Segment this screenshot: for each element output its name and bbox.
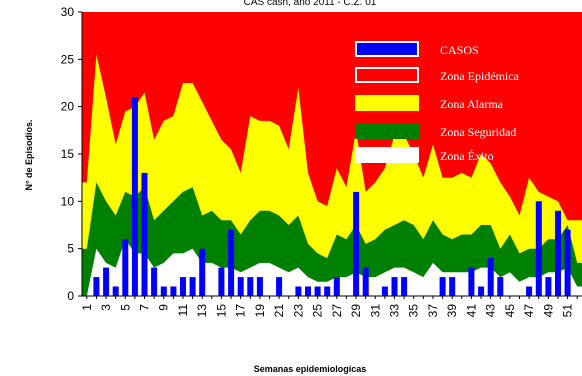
bar-week-25 xyxy=(314,286,321,296)
x-tick-label: 41 xyxy=(464,304,478,318)
area-zona-éxito xyxy=(82,239,582,296)
x-tick-label: 11 xyxy=(176,304,190,317)
bar-week-42 xyxy=(478,286,485,296)
x-tick-label: 35 xyxy=(407,304,421,318)
x-tick-label: 37 xyxy=(426,304,440,318)
bar-week-16 xyxy=(228,229,235,296)
bar-week-2 xyxy=(93,277,100,296)
legend-swatch-casos xyxy=(355,41,419,57)
x-tick-label: 49 xyxy=(541,304,555,318)
bar-week-48 xyxy=(535,201,542,296)
x-tick-label: 7 xyxy=(138,304,152,311)
bar-week-39 xyxy=(449,277,456,296)
plot-area xyxy=(82,12,582,296)
legend-label-zona-seguridad: Zona Seguridad xyxy=(440,125,516,139)
legend-swatch-zona-seguridad xyxy=(355,123,419,139)
y-tick-label: 15 xyxy=(61,147,75,161)
x-tick-label: 43 xyxy=(484,304,498,318)
bar-week-9 xyxy=(160,286,167,296)
y-tick-label: 5 xyxy=(67,242,74,256)
x-tick-label: 29 xyxy=(349,304,363,318)
bar-week-18 xyxy=(247,277,254,296)
x-tick-label: 13 xyxy=(195,304,209,318)
bar-week-10 xyxy=(170,286,177,296)
x-tick-label: 15 xyxy=(214,304,228,318)
x-tick-label: 31 xyxy=(368,304,382,318)
bar-week-7 xyxy=(141,172,148,296)
bar-week-11 xyxy=(180,277,186,296)
legend: CASOS Zona Epidémica Zona Alarma Zona Segur… xyxy=(355,41,520,163)
bar-week-6 xyxy=(131,97,138,296)
x-tick-label: 47 xyxy=(522,304,536,318)
bar-week-4 xyxy=(112,286,119,296)
bar-week-12 xyxy=(189,277,196,296)
bar-week-3 xyxy=(103,267,110,296)
bar-week-13 xyxy=(199,248,206,296)
x-axis: 1 3 5 7 9 11 13 15 17 19 21 23 25 27 29 31 33 35 37 39 41 43 4… xyxy=(80,295,582,318)
bar-week-17 xyxy=(237,277,244,296)
bar-week-24 xyxy=(305,286,311,296)
bar-week-23 xyxy=(295,286,302,296)
bar-week-8 xyxy=(151,267,158,296)
bar-week-49 xyxy=(545,277,552,296)
y-tick-label: 20 xyxy=(61,100,75,114)
y-tick-label: 30 xyxy=(61,5,75,19)
bar-week-27 xyxy=(333,277,340,296)
x-tick-label: 9 xyxy=(157,304,171,311)
y-tick-label: 25 xyxy=(61,52,75,66)
x-tick-label: 1 xyxy=(80,304,94,311)
bar-week-15 xyxy=(218,267,225,296)
x-tick-label: 51 xyxy=(561,304,575,318)
legend-label-zona-alarma: Zona Alarma xyxy=(440,97,504,111)
chart-title: CAS сasn, año 2011 - C.Z. 01 xyxy=(244,0,377,8)
bar-week-21 xyxy=(276,277,283,296)
bar-week-32 xyxy=(381,286,388,296)
bar-week-30 xyxy=(362,267,369,296)
legend-label-zona-éxito: Zona Éxito xyxy=(440,149,494,163)
legend-swatch-zona-alarma xyxy=(355,95,419,111)
x-tick-label: 21 xyxy=(272,304,286,318)
bar-week-50 xyxy=(555,210,561,296)
legend-swatch-zona-éxito xyxy=(355,147,419,163)
bar-week-41 xyxy=(468,267,475,296)
legend-swatch-zona-epidémica xyxy=(355,67,419,83)
x-tick-label: 45 xyxy=(503,304,517,318)
x-tick-label: 33 xyxy=(388,304,402,318)
bar-week-38 xyxy=(439,277,446,296)
x-tick-label: 27 xyxy=(330,304,344,318)
y-tick-label: 10 xyxy=(61,194,75,208)
y-tick-label: 0 xyxy=(67,289,74,303)
bar-week-47 xyxy=(526,286,533,296)
bar-week-34 xyxy=(401,277,408,296)
legend-label-zona-epidémica: Zona Epidémica xyxy=(440,69,520,83)
bar-week-19 xyxy=(256,277,263,296)
bar-week-5 xyxy=(122,239,129,296)
legend-label-casos: CASOS xyxy=(440,43,479,57)
x-axis-label: Semanas epidemiologicas xyxy=(254,364,367,374)
bar-week-44 xyxy=(497,277,504,296)
x-tick-label: 5 xyxy=(118,304,132,311)
x-tick-label: 19 xyxy=(253,304,267,318)
bar-week-51 xyxy=(564,229,571,296)
x-tick-label: 25 xyxy=(311,304,325,318)
x-tick-label: 3 xyxy=(99,304,113,311)
bar-week-43 xyxy=(487,258,494,296)
x-tick-label: 23 xyxy=(291,304,305,318)
x-tick-label: 39 xyxy=(445,304,459,318)
y-axis: 0 5 10 15 20 25 30 xyxy=(61,5,83,303)
x-tick-label: 17 xyxy=(234,304,248,318)
bar-week-29 xyxy=(353,191,360,296)
bar-week-26 xyxy=(324,286,331,296)
y-axis-label: N° de Episodios. xyxy=(24,119,34,190)
bar-week-33 xyxy=(391,277,398,296)
